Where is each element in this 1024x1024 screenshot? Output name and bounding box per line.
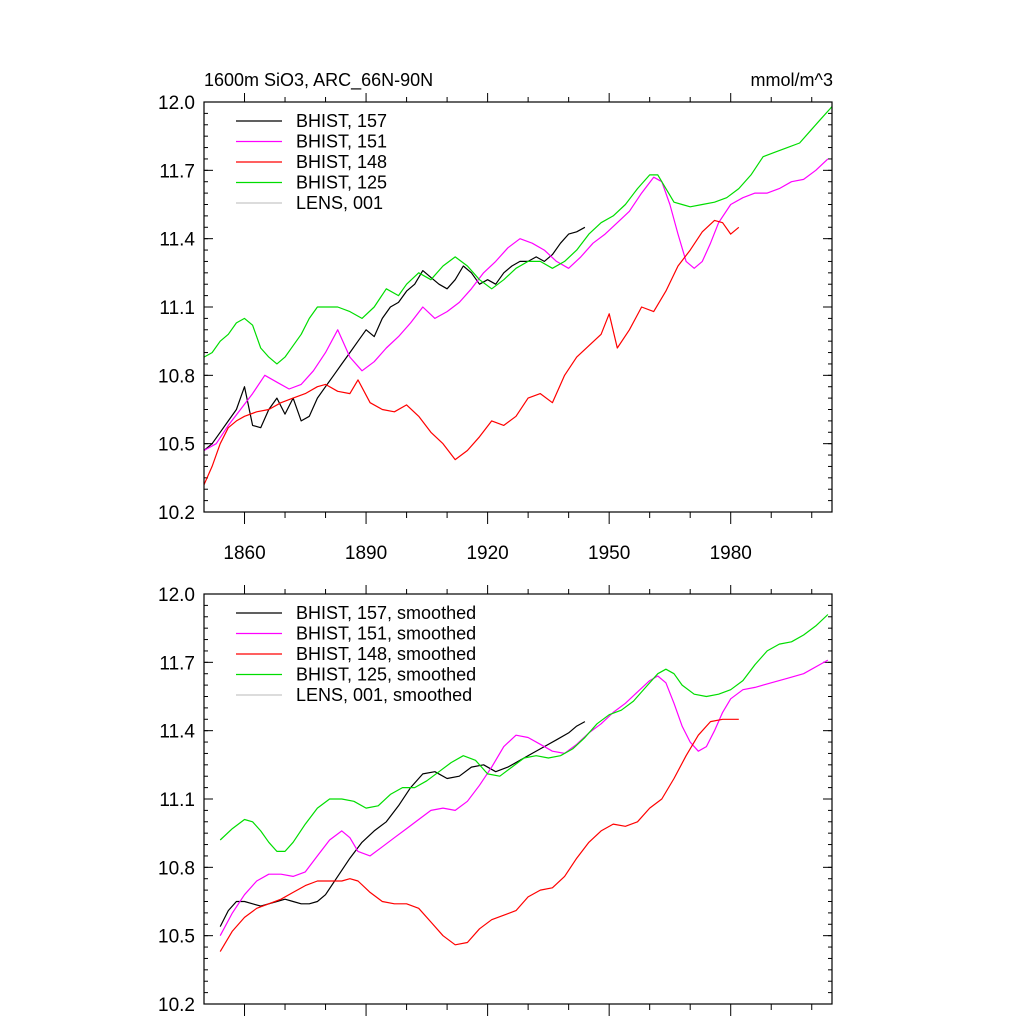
- legend-label: BHIST, 151: [296, 132, 387, 152]
- bottom-chart-panel: 10.2 10.5 10.8 11.1 11.4 11.7 12.0 BHIST, 157,…: [158, 585, 833, 1016]
- series-line-1: [219, 659, 829, 936]
- legend-label: LENS, 001, smoothed: [296, 685, 472, 705]
- legend-label: BHIST, 125, smoothed: [296, 665, 476, 685]
- y-tick-label: 11.4: [159, 722, 195, 743]
- series-line-3: [219, 614, 829, 853]
- y-tick-label: 11.7: [159, 653, 195, 674]
- top-chart-panel: 1600m SiO3, ARC_66N-90N mmol/m^3 10.2 10.…: [158, 70, 833, 564]
- y-tick-label: 10.2: [158, 503, 195, 524]
- y-tick-label: 11.7: [159, 161, 195, 182]
- y-tick-label: 10.8: [158, 366, 195, 387]
- legend-label: BHIST, 125: [296, 173, 387, 193]
- legend-label: BHIST, 148, smoothed: [296, 644, 476, 664]
- series-line-1: [203, 158, 829, 452]
- plot-frame: [203, 101, 833, 513]
- legend-label: BHIST, 148: [296, 152, 387, 172]
- legend-label: BHIST, 157: [296, 111, 387, 131]
- x-tick-label: 1890: [345, 543, 387, 564]
- legend-label: BHIST, 157, smoothed: [296, 603, 476, 623]
- series-line-2: [203, 219, 740, 485]
- y-tick-label: 10.8: [158, 858, 195, 879]
- x-tick-label: 1920: [466, 543, 508, 564]
- x-tick-label: 1980: [710, 543, 752, 564]
- y-tick-label: 12.0: [158, 585, 195, 606]
- y-tick-label: 11.4: [159, 230, 195, 251]
- x-tick-label: 1860: [223, 543, 265, 564]
- x-tick-label: 1950: [588, 543, 630, 564]
- y-tick-label: 11.1: [159, 298, 195, 319]
- y-tick-label: 11.1: [159, 790, 195, 811]
- plot-frame: [203, 593, 833, 1005]
- y-tick-label: 12.0: [158, 93, 195, 114]
- series-line-0: [203, 226, 586, 451]
- series-line-3: [203, 106, 833, 365]
- units-label: mmol/m^3: [751, 70, 833, 90]
- y-tick-label: 10.2: [158, 995, 195, 1016]
- legend-label: BHIST, 151, smoothed: [296, 624, 476, 644]
- series-line-2: [219, 718, 739, 952]
- legend-label: LENS, 001: [296, 193, 383, 213]
- y-tick-label: 10.5: [158, 435, 195, 456]
- chart-title: 1600m SiO3, ARC_66N-90N: [204, 70, 433, 91]
- y-tick-label: 10.5: [158, 927, 195, 948]
